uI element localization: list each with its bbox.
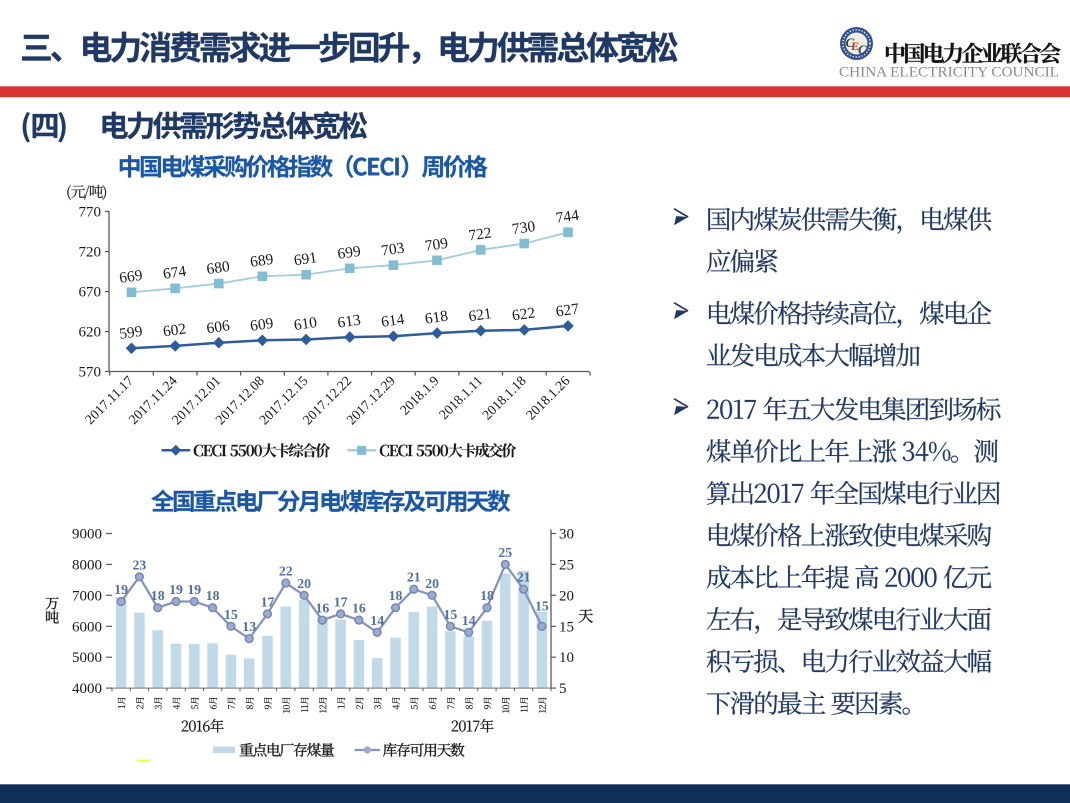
svg-text:21: 21	[407, 570, 421, 585]
svg-text:22: 22	[279, 564, 293, 579]
svg-text:699: 699	[336, 243, 362, 263]
svg-text:689: 689	[249, 251, 275, 271]
svg-text:618: 618	[424, 308, 450, 328]
svg-text:680: 680	[205, 258, 231, 278]
svg-text:25: 25	[498, 545, 512, 560]
svg-text:20: 20	[425, 576, 439, 591]
svg-text:13: 13	[242, 619, 256, 634]
svg-text:14: 14	[462, 613, 476, 628]
svg-text:15: 15	[559, 619, 574, 635]
svg-text:606: 606	[205, 317, 231, 337]
svg-text:18: 18	[206, 588, 220, 603]
svg-text:18: 18	[480, 588, 494, 603]
svg-text:703: 703	[380, 240, 406, 260]
svg-text:7000: 7000	[72, 588, 102, 604]
svg-text:16: 16	[352, 601, 366, 616]
svg-text:669: 669	[118, 267, 144, 287]
svg-text:691: 691	[293, 249, 318, 269]
svg-text:18: 18	[151, 588, 165, 603]
svg-text:15: 15	[224, 607, 238, 622]
svg-text:19: 19	[169, 582, 183, 597]
svg-text:E: E	[850, 39, 859, 53]
svg-text:25: 25	[559, 557, 574, 573]
svg-text:17: 17	[334, 594, 348, 609]
svg-text:674: 674	[162, 263, 188, 283]
svg-text:10: 10	[559, 650, 574, 666]
svg-text:20: 20	[297, 576, 311, 591]
svg-text:C: C	[858, 42, 867, 57]
svg-text:19: 19	[114, 582, 128, 597]
svg-text:19: 19	[187, 582, 201, 597]
svg-text:770: 770	[79, 205, 102, 221]
svg-text:20: 20	[559, 588, 574, 604]
svg-text:709: 709	[424, 235, 450, 255]
svg-text:C: C	[846, 35, 855, 50]
svg-text:621: 621	[467, 305, 492, 325]
svg-text:670: 670	[79, 285, 102, 301]
svg-text:16: 16	[316, 601, 330, 616]
svg-text:602: 602	[162, 320, 187, 340]
svg-text:14: 14	[370, 613, 384, 628]
svg-text:609: 609	[249, 315, 275, 335]
svg-text:613: 613	[336, 312, 362, 332]
svg-text:622: 622	[511, 304, 536, 324]
svg-text:17: 17	[261, 594, 275, 609]
svg-text:5000: 5000	[72, 650, 102, 666]
svg-text:9000: 9000	[72, 527, 102, 543]
svg-text:21: 21	[517, 570, 531, 585]
svg-text:6000: 6000	[72, 619, 102, 635]
svg-text:730: 730	[511, 218, 537, 238]
svg-text:722: 722	[467, 224, 492, 244]
svg-text:CHINA ELECTRICITY COUNCIL: CHINA ELECTRICITY COUNCIL	[839, 65, 1059, 81]
svg-text:614: 614	[380, 311, 406, 331]
svg-text:30: 30	[559, 527, 574, 543]
svg-text:627: 627	[555, 300, 581, 320]
svg-text:8000: 8000	[72, 557, 102, 573]
svg-text:570: 570	[79, 365, 102, 381]
svg-text:18: 18	[389, 588, 403, 603]
svg-text:620: 620	[79, 325, 102, 341]
svg-text:23: 23	[133, 557, 147, 572]
svg-text:5: 5	[559, 681, 567, 697]
svg-text:4000: 4000	[72, 681, 102, 697]
svg-text:15: 15	[444, 607, 458, 622]
svg-text:720: 720	[79, 245, 102, 261]
svg-text:610: 610	[293, 314, 319, 334]
svg-text:599: 599	[118, 323, 144, 343]
svg-text:15: 15	[535, 598, 549, 613]
svg-text:744: 744	[555, 207, 581, 227]
